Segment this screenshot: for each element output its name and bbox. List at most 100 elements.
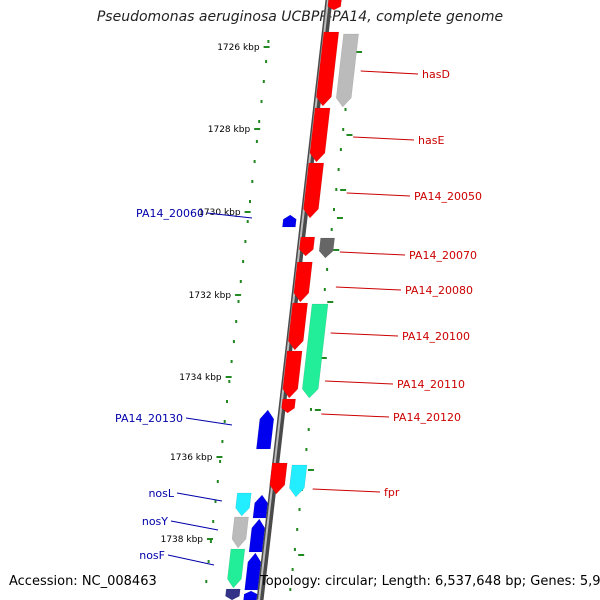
gene-block-darkgray[interactable] xyxy=(318,237,335,259)
gene-arrow-PA14_20130[interactable] xyxy=(256,409,275,450)
gene-label-hase[interactable]: hasE xyxy=(418,134,444,147)
gene-block-green[interactable] xyxy=(227,548,246,589)
gene-block-green[interactable] xyxy=(302,303,329,399)
gene-arrow-nosL[interactable] xyxy=(252,494,268,519)
track-dot xyxy=(335,188,338,191)
genome-stats-text: Topology: circular; Length: 6,537,648 bp… xyxy=(260,574,600,589)
gene-label-pa14_20120[interactable]: PA14_20120 xyxy=(393,411,461,424)
gene-label-fpr[interactable]: fpr xyxy=(384,486,400,499)
gene-arrow-PA14_20120[interactable] xyxy=(281,398,296,414)
gene-block-cyan[interactable] xyxy=(235,492,252,517)
label-leader-line xyxy=(185,417,233,426)
track-dot xyxy=(244,240,247,243)
gene-arrow-PA14_20050[interactable] xyxy=(303,162,325,219)
track-dot xyxy=(339,148,342,151)
scale-tick-label: 1732 kbp xyxy=(189,291,232,301)
gene-arrow-nosF[interactable] xyxy=(244,552,262,591)
track-dot xyxy=(205,580,208,583)
scale-tick xyxy=(336,217,343,219)
track-dot xyxy=(235,320,238,323)
label-leader-line xyxy=(339,251,406,256)
track-dot xyxy=(230,360,233,363)
track-dot xyxy=(242,260,245,263)
label-leader-line xyxy=(353,136,415,141)
gene-arrow[interactable] xyxy=(243,590,258,600)
gene-arrow-nosY[interactable] xyxy=(248,518,266,553)
gene-arrow-PA14_20100[interactable] xyxy=(288,302,308,351)
track-dot xyxy=(232,340,235,343)
gene-label-pa14_20050[interactable]: PA14_20050 xyxy=(414,190,482,203)
gene-arrow-PA14_20080[interactable] xyxy=(293,261,313,303)
scale-tick xyxy=(340,189,347,191)
track-dot xyxy=(310,408,312,411)
gene-label-nosy[interactable]: nosY xyxy=(142,515,168,528)
label-leader-line xyxy=(360,70,419,75)
gene-block-gray[interactable] xyxy=(231,516,249,549)
track-dot xyxy=(219,460,222,463)
genome-title: Pseudomonas aeruginosa UCBPP-PA14, compl… xyxy=(96,9,504,25)
scale-tick-label: 1736 kbp xyxy=(170,453,213,463)
gene-arrow[interactable] xyxy=(327,0,342,11)
scale-tick xyxy=(244,211,251,213)
scale-tick xyxy=(263,46,270,48)
label-leader-line xyxy=(167,554,215,566)
track-dot xyxy=(330,228,333,231)
track-dot xyxy=(293,548,296,551)
gene-label-hasd[interactable]: hasD xyxy=(422,68,450,81)
scale-tick xyxy=(327,301,334,303)
gene-label-pa14_20080[interactable]: PA14_20080 xyxy=(405,284,473,297)
track-dot xyxy=(342,128,345,131)
scale-tick-label: 1730 kbp xyxy=(198,208,241,218)
track-dot xyxy=(296,528,299,531)
gene-label-nosl[interactable]: nosL xyxy=(148,487,174,500)
gene-block-navy[interactable] xyxy=(225,588,241,600)
track-dot xyxy=(260,100,263,103)
gene-arrow-PA14_20110[interactable] xyxy=(282,350,303,399)
gene-arrow-hasE[interactable] xyxy=(309,107,331,163)
gene-label-pa14_20060[interactable]: PA14_20060 xyxy=(136,207,204,220)
scale-tick xyxy=(235,294,242,296)
track-dot xyxy=(305,448,308,451)
label-leader-line xyxy=(321,413,390,418)
gene-arrow-PA14_20070[interactable] xyxy=(299,236,316,257)
track-dot xyxy=(207,560,210,563)
gene-arrow-fpr[interactable] xyxy=(269,462,288,495)
track-dot xyxy=(307,428,310,431)
scale-tick-label: 1728 kbp xyxy=(208,125,251,135)
scale-tick xyxy=(298,554,305,556)
track-dot xyxy=(253,160,256,163)
track-dot xyxy=(344,108,347,111)
gene-block-cyan[interactable] xyxy=(289,464,308,498)
scale-tick xyxy=(307,469,314,471)
track-dot xyxy=(337,168,340,171)
track-dot xyxy=(298,508,301,511)
gene-block-gray[interactable] xyxy=(335,33,359,108)
track-dot xyxy=(223,420,226,423)
track-dot xyxy=(267,40,270,43)
gene-arrow-hasD[interactable] xyxy=(316,31,340,107)
gene-arrow-PA14_20060[interactable] xyxy=(282,214,297,228)
gene-label-pa14_20100[interactable]: PA14_20100 xyxy=(402,330,470,343)
track-dot xyxy=(209,540,212,543)
scale-tick-label: 1726 kbp xyxy=(217,43,260,53)
gene-label-pa14_20110[interactable]: PA14_20110 xyxy=(397,378,465,391)
label-leader-line xyxy=(176,492,223,502)
track-dot xyxy=(228,380,231,383)
label-leader-line xyxy=(170,520,219,531)
track-dot xyxy=(249,200,251,203)
scale-tick xyxy=(320,357,327,359)
label-leader-line xyxy=(346,192,411,197)
track-dot xyxy=(226,400,228,403)
track-dot xyxy=(323,288,326,291)
track-dot xyxy=(289,588,292,591)
scale-tick xyxy=(314,409,321,411)
scale-tick xyxy=(254,128,261,130)
scale-tick xyxy=(356,51,363,53)
label-leader-line xyxy=(330,332,399,337)
gene-label-pa14_20070[interactable]: PA14_20070 xyxy=(409,249,477,262)
track-dot xyxy=(216,480,219,483)
gene-label-pa14_20130[interactable]: PA14_20130 xyxy=(115,412,183,425)
gene-label-nosf[interactable]: nosF xyxy=(139,549,165,562)
